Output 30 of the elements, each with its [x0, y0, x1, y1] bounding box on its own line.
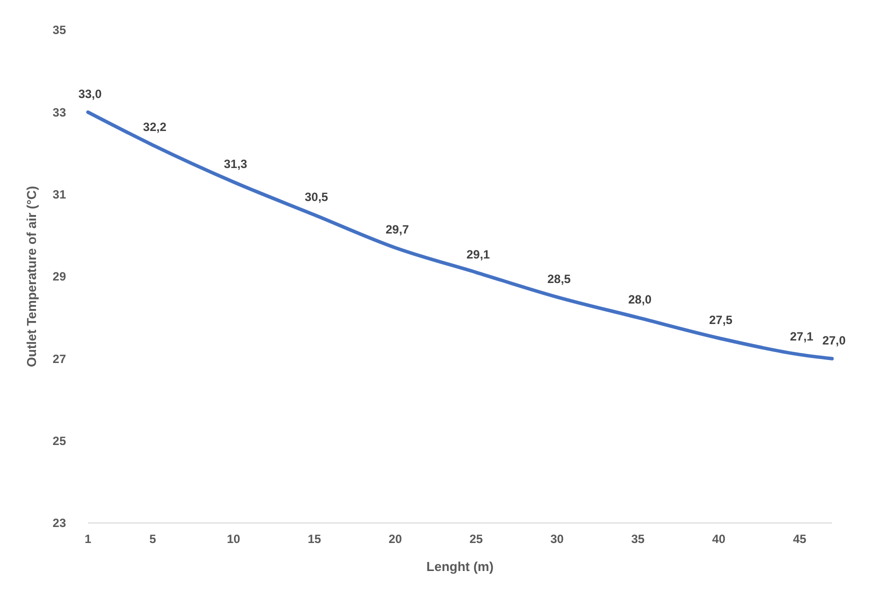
x-tick-label: 30	[550, 532, 564, 546]
y-tick-label: 27	[52, 352, 66, 366]
data-label: 29,7	[386, 222, 410, 237]
x-tick-label: 20	[388, 532, 402, 546]
x-tick-label: 5	[149, 532, 156, 546]
y-tick-label: 35	[52, 23, 66, 38]
data-label: 28,5	[547, 272, 572, 286]
x-tick-label: 45	[792, 532, 807, 546]
y-tick-label: 25	[52, 434, 66, 448]
x-tick-label: 10	[226, 532, 241, 546]
data-label: 31,3	[224, 157, 248, 172]
data-label: 30,5	[304, 190, 328, 204]
y-tick-label: 29	[52, 270, 66, 284]
data-label: 27,5	[709, 313, 733, 328]
x-axis-title: Lenght (m)	[426, 559, 494, 574]
data-label: 32,2	[143, 120, 167, 134]
data-label: 29,1	[466, 247, 490, 262]
y-tick-label: 31	[52, 188, 66, 202]
y-tick-label: 23	[52, 516, 66, 530]
y-tick-label: 33	[52, 105, 66, 120]
data-label: 27,1	[790, 330, 814, 344]
y-axis-title: Outlet Temperature of air (°C)	[24, 186, 39, 368]
x-tick-label: 1	[84, 532, 92, 546]
x-tick-label: 35	[631, 532, 645, 546]
x-tick-label: 15	[308, 532, 322, 546]
data-label: 33,0	[78, 87, 102, 102]
x-tick-label: 40	[712, 532, 726, 546]
x-tick-label: 25	[469, 532, 484, 546]
data-label: 27,0	[822, 334, 846, 348]
data-label: 28,0	[628, 292, 652, 307]
